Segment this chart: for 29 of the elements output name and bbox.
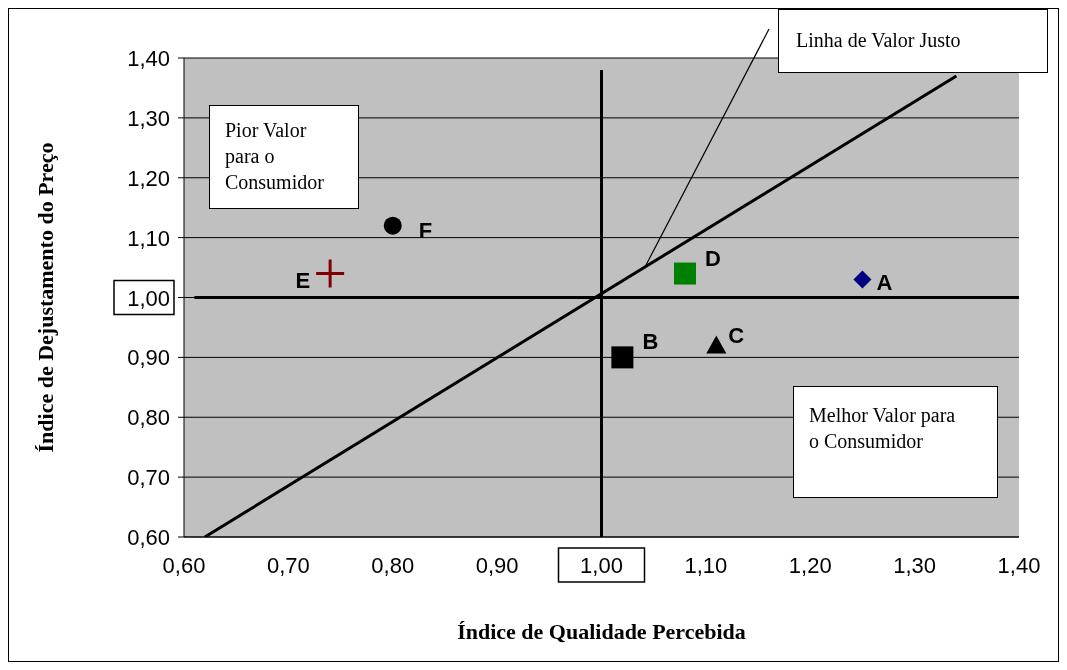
- y-tick-label: 1,00: [127, 285, 170, 311]
- y-tick-label: 1,40: [127, 46, 170, 71]
- annotation: Melhor Valor para o Consumidor: [809, 403, 957, 454]
- x-tick-label: 0,60: [162, 553, 206, 578]
- x-tick-label: 1,00: [580, 553, 623, 578]
- y-tick-label: 0,90: [127, 345, 170, 371]
- y-axis-title: Índice de Dejustamento do Preço: [32, 142, 58, 453]
- y-tick-label: 0,60: [127, 525, 170, 550]
- series-label: E: [295, 267, 311, 293]
- series-label: D: [705, 245, 721, 271]
- annotation: Pior Valor para o Consumidor: [225, 118, 325, 195]
- series-label: A: [876, 269, 893, 295]
- x-tick-label: 1,40: [997, 553, 1041, 578]
- x-tick-label: 0,70: [266, 553, 310, 578]
- series-label: C: [728, 323, 745, 349]
- x-axis-title: Índice de Qualidade Percebida: [457, 619, 746, 644]
- y-tick-label: 0,70: [127, 465, 170, 491]
- text: Linha de Valor Justo: [796, 28, 962, 53]
- x-tick-label: 1,30: [893, 553, 937, 578]
- y-tick-label: 1,30: [127, 105, 170, 131]
- x-tick-label: 1,10: [684, 553, 728, 578]
- y-tick-label: 0,80: [127, 405, 170, 431]
- series-label: B: [642, 329, 659, 355]
- y-tick-label: 1,20: [127, 165, 170, 191]
- x-tick-label: 0,80: [371, 553, 415, 578]
- x-tick-label: 0,90: [475, 553, 519, 578]
- y-tick-label: 1,10: [127, 225, 170, 251]
- x-tick-label: 1,20: [788, 553, 832, 578]
- series-label: F: [418, 217, 433, 243]
